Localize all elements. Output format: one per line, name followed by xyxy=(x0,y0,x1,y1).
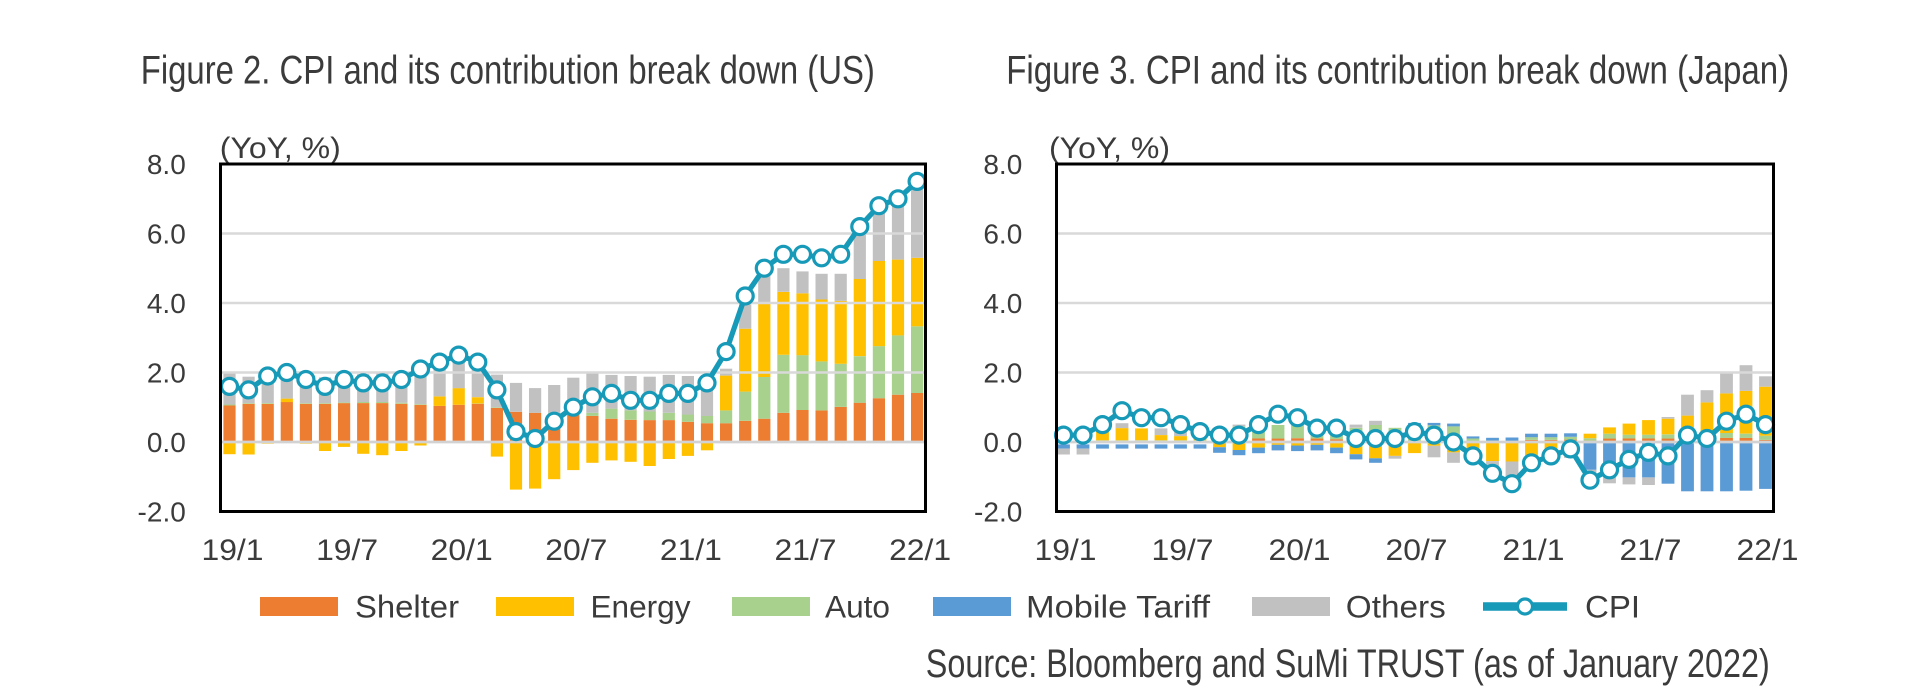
svg-text:6.0: 6.0 xyxy=(983,219,1022,250)
svg-text:4.0: 4.0 xyxy=(983,288,1022,319)
svg-text:-2.0: -2.0 xyxy=(138,497,186,528)
svg-text:Figure 2. CPI and its contribu: Figure 2. CPI and its contribution break… xyxy=(141,49,875,93)
svg-text:19/7: 19/7 xyxy=(316,534,378,567)
svg-text:19/7: 19/7 xyxy=(1152,534,1214,567)
svg-text:2.0: 2.0 xyxy=(147,358,186,389)
svg-text:(YoY, %): (YoY, %) xyxy=(1049,132,1170,165)
svg-text:21/7: 21/7 xyxy=(775,534,837,567)
svg-text:Mobile Tariff: Mobile Tariff xyxy=(1026,589,1210,625)
svg-text:CPI: CPI xyxy=(1585,589,1640,625)
svg-text:8.0: 8.0 xyxy=(147,149,186,180)
svg-text:0.0: 0.0 xyxy=(147,427,186,458)
svg-text:20/1: 20/1 xyxy=(1269,534,1331,567)
svg-text:20/7: 20/7 xyxy=(1386,534,1448,567)
svg-text:0.0: 0.0 xyxy=(983,427,1022,458)
svg-text:Auto: Auto xyxy=(825,589,890,625)
svg-text:Energy: Energy xyxy=(591,589,691,625)
svg-text:19/1: 19/1 xyxy=(202,534,264,567)
svg-text:8.0: 8.0 xyxy=(983,149,1022,180)
svg-text:19/1: 19/1 xyxy=(1035,534,1097,567)
svg-text:21/1: 21/1 xyxy=(660,534,722,567)
svg-text:Shelter: Shelter xyxy=(355,589,459,625)
svg-text:22/1: 22/1 xyxy=(1737,534,1799,567)
svg-text:2.0: 2.0 xyxy=(983,358,1022,389)
svg-text:21/1: 21/1 xyxy=(1503,534,1565,567)
svg-text:Others: Others xyxy=(1346,589,1446,625)
svg-text:Source: Bloomberg and SuMi TRU: Source: Bloomberg and SuMi TRUST (as of … xyxy=(926,642,1770,686)
svg-text:21/7: 21/7 xyxy=(1620,534,1682,567)
svg-text:(YoY, %): (YoY, %) xyxy=(220,132,341,165)
svg-text:4.0: 4.0 xyxy=(147,288,186,319)
svg-text:22/1: 22/1 xyxy=(889,534,951,567)
svg-text:20/7: 20/7 xyxy=(545,534,607,567)
svg-text:-2.0: -2.0 xyxy=(974,497,1022,528)
svg-text:20/1: 20/1 xyxy=(431,534,493,567)
svg-text:Figure 3. CPI and its contribu: Figure 3. CPI and its contribution break… xyxy=(1006,49,1789,93)
svg-text:6.0: 6.0 xyxy=(147,219,186,250)
